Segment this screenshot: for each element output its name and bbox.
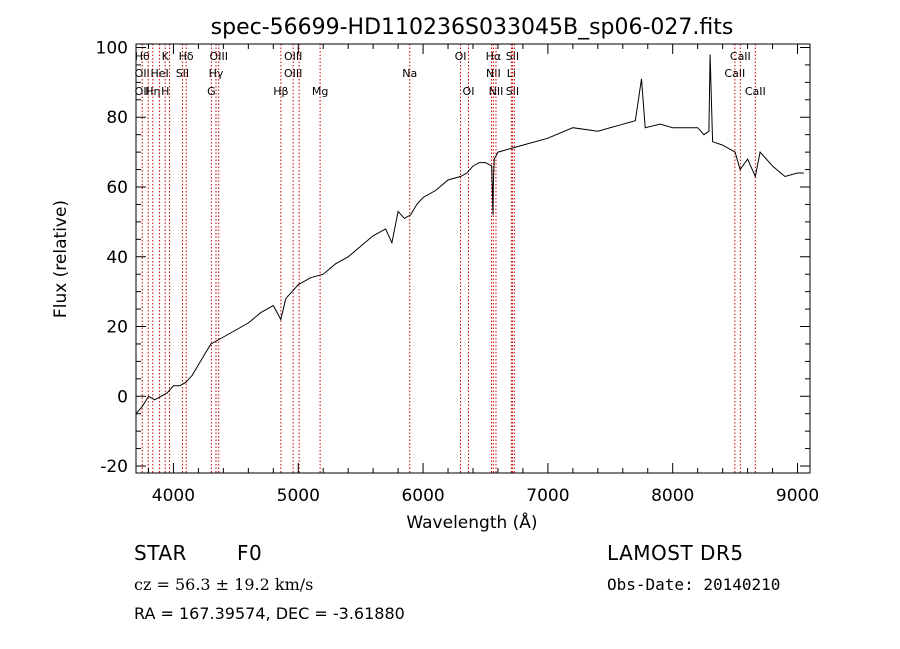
- line-marker-label: K: [162, 50, 170, 63]
- y-axis-label: Flux (relative): [51, 200, 71, 318]
- line-marker-label: OIII: [284, 50, 302, 63]
- line-marker-label: H: [161, 85, 169, 98]
- line-marker-label: NII: [489, 85, 504, 98]
- line-marker-label: OI: [463, 85, 475, 98]
- line-marker-label: Hα: [486, 50, 502, 63]
- line-marker-label: SII: [176, 67, 189, 80]
- line-marker-label: Hγ: [209, 67, 224, 80]
- line-marker-label: OII: [135, 85, 150, 98]
- observation-date: Obs-Date: 20140210: [607, 575, 781, 594]
- line-marker-label: G: [207, 85, 216, 98]
- line-marker-label: Mg: [312, 85, 328, 98]
- spectral-subclass: F0: [237, 541, 263, 565]
- x-axis-label: Wavelength (Å): [406, 511, 537, 533]
- object-type: STAR: [134, 541, 187, 565]
- line-marker-label: Hδ: [179, 50, 194, 63]
- y-tick-label: 40: [106, 248, 128, 268]
- line-marker-label: OIII: [210, 50, 228, 63]
- line-marker-label: OI: [455, 50, 467, 63]
- y-axis: -20 0 20 40 60 80 100: [96, 38, 810, 477]
- chart-title: spec-56699-HD110236S033045B_sp06-027.fit…: [211, 15, 734, 40]
- y-tick-label: 60: [106, 178, 128, 198]
- y-tick-label: 0: [117, 387, 128, 407]
- line-marker-label: CaII: [724, 67, 745, 80]
- line-marker-label: Na: [402, 67, 417, 80]
- line-marker-label: SII: [506, 85, 519, 98]
- line-marker-label: CaII: [745, 85, 766, 98]
- y-tick-label: 100: [96, 38, 128, 58]
- sky-coordinates: RA = 167.39574, DEC = -3.61880: [134, 604, 405, 623]
- line-marker-label: HeI: [150, 67, 168, 80]
- redshift-value: cz = 56.3 ± 19.2 km/s: [134, 575, 314, 594]
- spectrum-line: [135, 54, 804, 415]
- x-tick-label: 7000: [526, 486, 569, 506]
- line-marker-label: OIII: [284, 67, 302, 80]
- line-marker-label: CaII: [730, 50, 751, 63]
- line-marker-label: Hβ: [273, 85, 288, 98]
- x-tick-label: 8000: [651, 486, 694, 506]
- y-tick-label: 20: [106, 318, 128, 338]
- x-tick-label: 6000: [401, 486, 444, 506]
- emission-line-markers: HθOIIOIIHηHeIKHSIIHδGHγOIIIHβOIIIOIIIMgN…: [135, 44, 766, 473]
- survey-name: LAMOST DR5: [607, 541, 744, 565]
- x-axis: 4000 5000 6000 7000 8000 9000: [147, 44, 819, 506]
- x-tick-label: 5000: [277, 486, 320, 506]
- line-marker-label: SII: [506, 50, 519, 63]
- x-tick-label: 9000: [776, 486, 819, 506]
- line-marker-label: NII: [486, 67, 501, 80]
- x-tick-label: 4000: [152, 486, 195, 506]
- line-marker-label: OII: [135, 67, 150, 80]
- line-marker-label: Hθ: [135, 50, 150, 63]
- y-tick-label: -20: [100, 457, 128, 477]
- line-marker-label: Li: [507, 67, 516, 80]
- y-tick-label: 80: [106, 108, 128, 128]
- line-marker-label: Hη: [145, 85, 160, 98]
